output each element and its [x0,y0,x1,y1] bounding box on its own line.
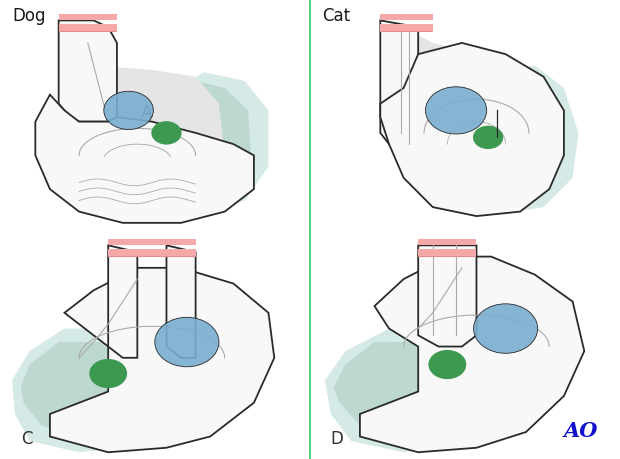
Polygon shape [35,95,254,223]
Polygon shape [64,50,224,194]
Polygon shape [380,43,564,216]
Text: AO: AO [564,420,598,441]
Polygon shape [506,77,555,189]
Circle shape [151,121,182,145]
Bar [380,14,433,20]
Polygon shape [59,20,117,122]
Circle shape [473,126,503,149]
Polygon shape [166,245,196,358]
Circle shape [474,304,538,353]
Polygon shape [178,81,251,200]
Text: B: B [451,104,462,122]
Text: C: C [21,430,32,448]
Text: Dog: Dog [12,7,46,25]
Polygon shape [334,342,453,439]
Polygon shape [380,20,418,167]
Bar [108,239,196,245]
Circle shape [104,91,153,129]
Text: Cat: Cat [322,7,350,25]
Polygon shape [117,257,254,380]
Polygon shape [325,329,467,452]
Circle shape [155,317,219,367]
Polygon shape [21,342,131,439]
Text: A: A [141,104,152,122]
Circle shape [428,350,466,379]
Circle shape [89,359,127,388]
Polygon shape [50,268,274,452]
Polygon shape [404,27,544,189]
Polygon shape [12,329,146,452]
Bar [418,249,477,257]
Polygon shape [166,72,268,214]
Text: D: D [331,430,343,448]
Bar [380,24,433,32]
Bar [108,249,196,257]
Polygon shape [491,65,578,212]
Circle shape [425,87,487,134]
Bar [59,24,117,32]
Polygon shape [448,257,578,380]
Polygon shape [108,245,137,358]
Bar [59,14,117,20]
Bar [418,239,477,245]
Polygon shape [418,245,477,347]
Polygon shape [360,257,584,452]
